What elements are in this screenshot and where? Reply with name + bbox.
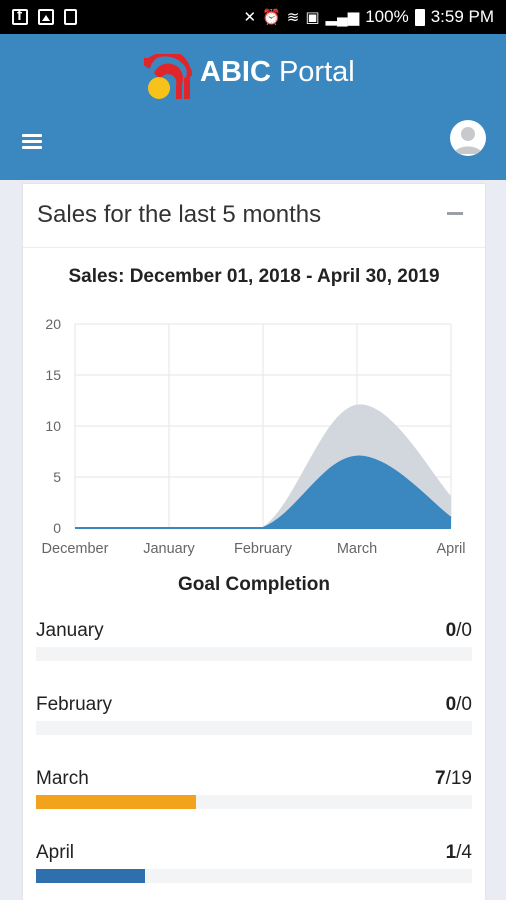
status-bar: ✕ ⏰ ≋ ▣ ▂▄▆ 100% 3:59 PM [0,0,506,34]
clock: 3:59 PM [430,7,494,26]
x-tick-label: December [42,541,109,557]
collapse-minus-icon[interactable] [447,212,463,215]
goal-total: /4 [456,842,472,863]
brand-title: ABIC Portal [200,56,355,89]
alarm-icon: ⏰ [262,9,281,26]
goal-month-label: February [36,694,113,715]
card-header: Sales for the last 5 months [23,184,485,248]
app-header: ABIC Portal [0,34,506,180]
goal-done: 0 [445,694,457,715]
x-tick-label: March [337,541,377,557]
goal-row: February 0/0 [36,694,472,754]
goal-month-label: April [36,842,75,863]
goal-total: /19 [445,768,472,789]
goal-total: /0 [456,620,472,641]
goal-value: 7/19 [435,768,472,790]
goal-total: /0 [456,694,472,715]
sim-icon: ▣ [305,9,320,26]
x-tick-label: January [143,541,195,557]
mute-icon: ✕ [243,9,257,26]
series-area-0 [75,456,451,528]
goal-progress-fill [36,795,197,809]
goal-row: January 0/0 [36,620,472,680]
card-title: Sales for the last 5 months [37,201,322,228]
facebook-icon [12,7,28,25]
x-tick-label: February [234,541,293,557]
sales-card: Sales for the last 5 months Sales: Decem… [22,183,486,900]
goal-progress-track [36,647,472,661]
wifi-icon: ≋ [286,9,300,26]
sales-area-chart: 0 5 10 15 20 December January February March Apri… [42,316,466,557]
y-tick-label: 5 [53,469,61,485]
y-tick-label: 15 [45,367,61,383]
abic-logo-icon [144,54,192,99]
goal-progress-track [36,795,472,809]
goal-month-label: January [36,620,104,641]
y-tick-label: 10 [45,418,61,434]
goal-progress-track [36,869,472,883]
goal-progress-track [36,721,472,735]
signal-icon: ▂▄▆ [325,9,360,26]
goal-value: 0/0 [446,694,472,716]
hamburger-menu-icon[interactable] [22,134,42,150]
goal-value: 1/4 [446,842,472,864]
brand-bold: ABIC [200,56,271,88]
goal-value: 0/0 [446,620,472,642]
sd-card-icon [64,9,77,25]
goal-row: March 7/19 [36,768,472,828]
brand-light: Portal [270,56,355,88]
y-tick-label: 0 [53,520,61,536]
goal-completion-title: Goal Completion [178,574,330,595]
chart-title: Sales: December 01, 2018 - April 30, 201… [68,266,440,287]
goal-month-label: March [36,768,89,789]
goal-done: 1 [445,842,457,863]
goal-done: 0 [445,620,457,641]
goal-row: April 1/4 [36,842,472,900]
x-tick-label: April [436,541,465,557]
user-avatar-icon[interactable] [450,120,486,156]
battery-icon [414,8,425,26]
y-tick-label: 20 [45,316,61,332]
battery-level: 100% [365,7,409,26]
goal-done: 7 [435,768,446,789]
gallery-icon [38,9,54,25]
goal-progress-fill [36,869,145,883]
